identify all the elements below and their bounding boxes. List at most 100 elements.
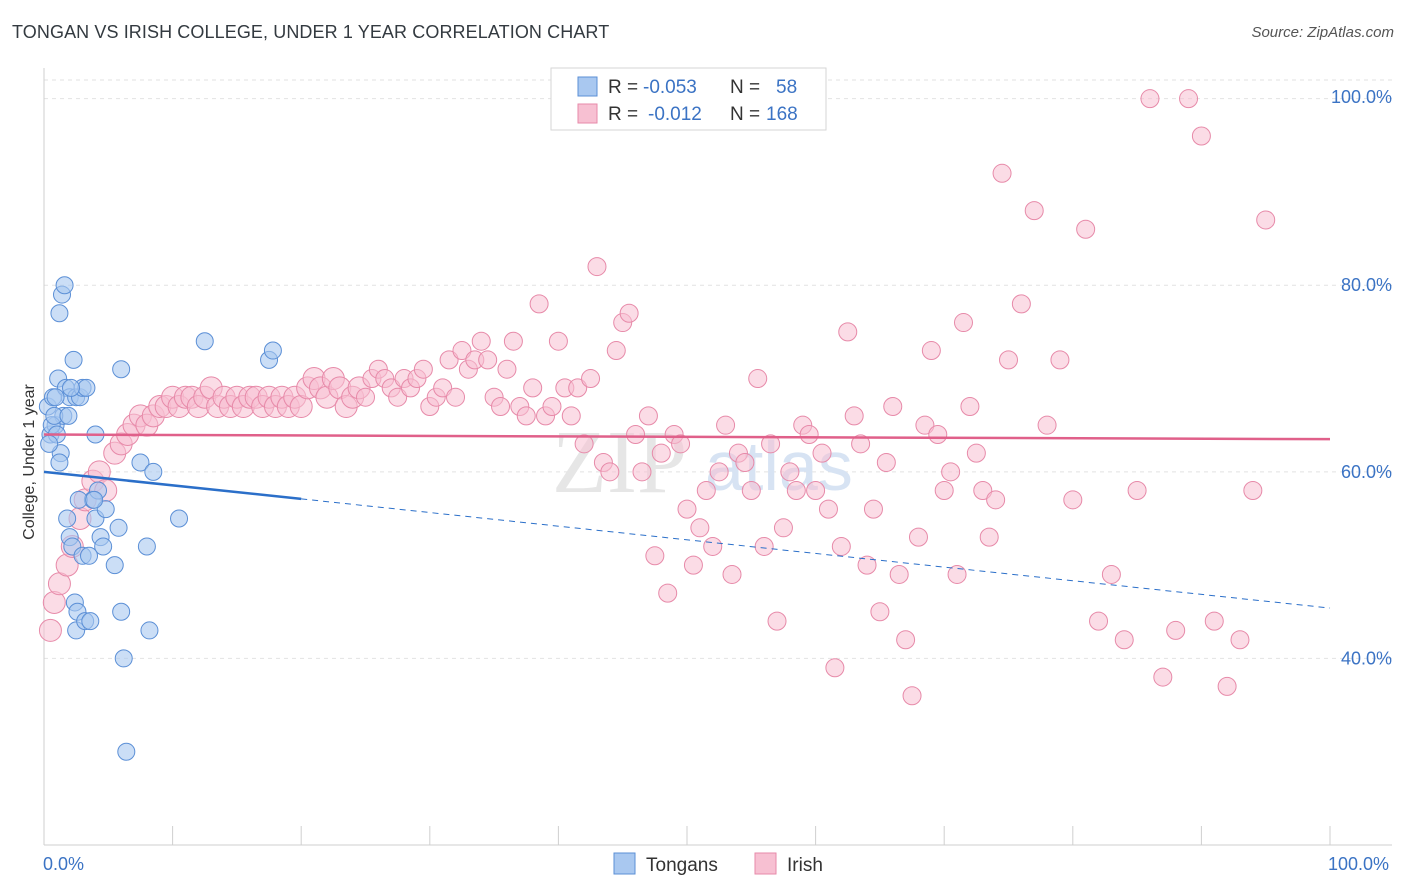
irish-point — [683, 555, 703, 575]
irish-r-value: -0.012 — [648, 104, 702, 125]
irish-point — [761, 434, 781, 454]
tongans-swatch — [577, 76, 598, 97]
tongans-point — [137, 537, 156, 556]
irish-point — [780, 462, 800, 482]
y-axis-title: College, Under 1 year — [21, 384, 38, 540]
irish-point — [812, 443, 832, 463]
irish-point — [626, 425, 646, 445]
tongans-point — [46, 388, 65, 407]
tongans-point — [80, 546, 99, 565]
tongans-point — [117, 742, 136, 761]
irish-point — [1179, 89, 1199, 109]
irish-point — [786, 480, 806, 500]
irish-point — [883, 397, 903, 417]
irish-point — [735, 453, 755, 472]
tongans-point — [64, 350, 83, 369]
trend-lines — [43, 433, 1331, 609]
irish-point — [741, 480, 761, 500]
irish-point — [619, 303, 639, 323]
irish-point — [581, 369, 601, 389]
irish-point — [651, 443, 671, 463]
irish-point — [478, 350, 498, 370]
irish-point — [388, 387, 408, 407]
irish-point — [1114, 630, 1134, 650]
irish-point — [658, 583, 678, 603]
irish-point — [690, 518, 710, 538]
irish-point — [947, 564, 967, 584]
irish-point — [818, 499, 838, 519]
irish-point — [915, 415, 935, 435]
irish-point — [722, 564, 742, 584]
irish-point — [831, 536, 851, 556]
irish-point — [1166, 620, 1186, 640]
irish-point — [896, 630, 916, 650]
irish-point — [999, 350, 1018, 370]
irish-point — [709, 462, 729, 482]
irish-point — [928, 425, 948, 445]
irish-point — [1243, 480, 1263, 500]
irish-point — [696, 480, 716, 500]
irish-point — [941, 462, 961, 482]
irish-point — [773, 518, 793, 538]
tongans-point — [77, 378, 96, 397]
tongans-point — [81, 612, 100, 631]
tongans-point — [195, 332, 214, 351]
irish-point — [1063, 490, 1083, 510]
irish-point — [825, 658, 845, 678]
irish-point — [703, 536, 723, 556]
irish-point — [973, 480, 993, 500]
tongans-point — [140, 621, 159, 640]
tongans-point — [131, 453, 150, 472]
irish-point — [851, 434, 871, 454]
irish-point — [902, 686, 922, 706]
irish-point — [523, 378, 543, 398]
tongans-trend-extension — [301, 498, 1331, 609]
tongans-point — [263, 341, 282, 360]
irish-point — [767, 611, 787, 631]
irish-point — [806, 480, 826, 500]
irish-point — [986, 490, 1006, 510]
irish-point — [471, 331, 491, 351]
irish-swatch — [577, 103, 598, 124]
tongans-r-label: R = — [608, 77, 638, 98]
tongans-point — [85, 490, 104, 509]
irish-point — [671, 434, 691, 454]
irish-point — [638, 406, 658, 426]
irish-point — [1089, 611, 1109, 631]
tongans-point — [114, 649, 133, 668]
irish-point — [1050, 350, 1070, 370]
tongans-n-value: 58 — [776, 77, 797, 98]
tongans-point — [58, 509, 77, 528]
irish-point — [966, 443, 986, 463]
tongans-point — [40, 434, 59, 453]
tongans-point — [50, 453, 69, 472]
irish-n-label: N = — [730, 104, 760, 125]
tongans-point — [55, 276, 74, 295]
gridlines — [44, 79, 1392, 659]
irish-point — [413, 359, 433, 379]
irish-point — [799, 425, 819, 445]
y-tick-labels: 40.0% 60.0% 80.0% 100.0% — [1331, 87, 1392, 668]
irish-point — [356, 387, 375, 407]
irish-point — [838, 322, 858, 342]
watermark-atlas: atlas — [705, 427, 853, 505]
tongans-trend-line — [43, 470, 302, 501]
source-credit: Source: ZipAtlas.com — [1251, 24, 1394, 41]
y-tick-label-80: 80.0% — [1341, 275, 1392, 295]
irish-point — [1037, 415, 1057, 435]
chart-title: TONGAN VS IRISH COLLEGE, UNDER 1 YEAR CO… — [12, 22, 610, 42]
irish-point — [1024, 201, 1044, 221]
tongans-point — [69, 490, 88, 509]
y-tick-label-60: 60.0% — [1341, 462, 1392, 482]
tongans-points — [38, 276, 282, 761]
tongans-point — [112, 360, 131, 379]
irish-point — [844, 406, 864, 426]
tongans-n-label: N = — [730, 77, 760, 98]
tongans-r-value: -0.053 — [643, 77, 697, 98]
irish-point — [1140, 89, 1160, 109]
irish-point — [1011, 294, 1031, 314]
irish-point — [542, 397, 562, 417]
irish-n-value: 168 — [766, 104, 798, 125]
irish-point — [1101, 564, 1121, 584]
irish-point — [439, 350, 459, 370]
